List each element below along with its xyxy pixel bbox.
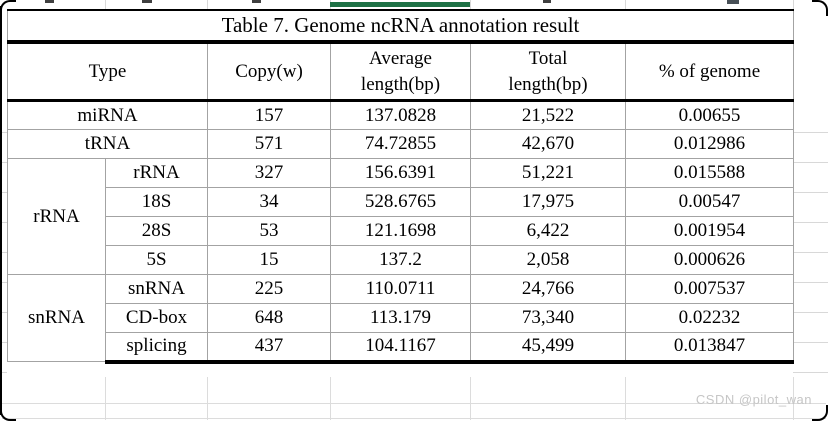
table-row: 28S 53 121.1698 6,422 0.001954 xyxy=(8,216,794,246)
cutoff-text-artifact xyxy=(727,0,739,4)
cell-avg: 137.2 xyxy=(330,245,471,275)
gridline-stub xyxy=(207,0,208,9)
cutoff-text-artifact xyxy=(142,0,152,3)
gridline-stub xyxy=(793,0,794,9)
table-row: splicing 437 104.1167 45,499 0.013847 xyxy=(8,332,794,364)
cell-pct: 0.013847 xyxy=(625,332,794,364)
cell-avg: 110.0711 xyxy=(330,274,471,304)
ncrna-annotation-table: Table 7. Genome ncRNA annotation result … xyxy=(7,9,794,364)
cell-pct: 0.02232 xyxy=(625,303,794,333)
rounded-corner-bottom-right xyxy=(812,405,828,421)
cell-copy: 53 xyxy=(207,216,331,246)
cell-type: CD-box xyxy=(105,303,208,333)
cell-copy: 157 xyxy=(207,100,331,130)
cell-total: 42,670 xyxy=(470,129,626,159)
header-line: Average xyxy=(369,47,432,69)
cell-type: snRNA xyxy=(105,274,208,304)
cell-pct: 0.00547 xyxy=(625,187,794,217)
gridline-stub xyxy=(105,0,106,9)
cell-total: 2,058 xyxy=(470,245,626,275)
rounded-corner-top-left xyxy=(0,0,16,16)
cell-copy: 437 xyxy=(207,332,331,364)
cutoff-text-artifact xyxy=(543,0,551,3)
group-label-snrna: snRNA xyxy=(7,274,106,362)
cell-pct: 0.015588 xyxy=(625,158,794,188)
sheet-gridline-horizontal xyxy=(2,418,826,419)
green-accent-bar xyxy=(330,2,470,7)
table-title-row: Table 7. Genome ncRNA annotation result xyxy=(7,9,794,44)
gridline-stub xyxy=(625,0,626,9)
table-row: 18S 34 528.6765 17,975 0.00547 xyxy=(8,187,794,217)
rounded-corner-top-right xyxy=(812,0,828,16)
window-edge-left xyxy=(0,6,2,415)
col-header-total-length: Total length(bp) xyxy=(470,41,626,102)
header-line: Total xyxy=(528,47,568,69)
sheet-gridline-horizontal xyxy=(2,403,826,404)
cutoff-text-artifact xyxy=(45,0,54,3)
cell-avg: 74.72855 xyxy=(330,129,471,159)
cell-type: splicing xyxy=(105,332,208,364)
cell-pct: 0.007537 xyxy=(625,274,794,304)
cell-type: 28S xyxy=(105,216,208,246)
gridline-stub xyxy=(470,0,471,9)
row-gridline-stubs-right xyxy=(793,103,828,376)
csdn-watermark: CSDN @pilot_wan xyxy=(695,392,812,407)
cell-type: 5S xyxy=(105,245,208,275)
sheet-gridline-vertical xyxy=(793,377,794,420)
cell-avg: 156.6391 xyxy=(330,158,471,188)
cell-copy: 15 xyxy=(207,245,331,275)
table-row: miRNA 157 137.0828 21,522 0.00655 xyxy=(7,100,794,130)
cell-type: rRNA xyxy=(105,158,208,188)
cell-copy: 225 xyxy=(207,274,331,304)
cell-copy: 34 xyxy=(207,187,331,217)
cell-total: 24,766 xyxy=(470,274,626,304)
header-line: length(bp) xyxy=(508,73,588,95)
cell-avg: 137.0828 xyxy=(330,100,471,130)
col-header-average-length: Average length(bp) xyxy=(330,41,471,102)
cell-total: 73,340 xyxy=(470,303,626,333)
cell-total: 45,499 xyxy=(470,332,626,364)
sheet-gridline-vertical xyxy=(625,377,626,420)
sheet-gridline-vertical xyxy=(470,377,471,420)
cell-avg: 113.179 xyxy=(330,303,471,333)
table-row: tRNA 571 74.72855 42,670 0.012986 xyxy=(7,129,794,159)
table-row: rRNA rRNA 327 156.6391 51,221 0.015588 xyxy=(7,158,794,275)
table-header-row: Type Copy(w) Average length(bp) Total le… xyxy=(7,41,794,102)
cell-total: 17,975 xyxy=(470,187,626,217)
cutoff-text-artifact xyxy=(252,0,261,3)
cell-pct: 0.012986 xyxy=(625,129,794,159)
cell-copy: 571 xyxy=(207,129,331,159)
cell-avg: 528.6765 xyxy=(330,187,471,217)
col-header-copy: Copy(w) xyxy=(207,41,331,102)
cell-avg: 121.1698 xyxy=(330,216,471,246)
table-row: snRNA snRNA 225 110.0711 24,766 0.007537 xyxy=(7,274,794,362)
table-row: 5S 15 137.2 2,058 0.000626 xyxy=(8,245,794,275)
cell-pct: 0.001954 xyxy=(625,216,794,246)
cell-type: tRNA xyxy=(7,129,208,159)
cell-copy: 648 xyxy=(207,303,331,333)
group-label-rrna: rRNA xyxy=(7,158,106,275)
cell-total: 21,522 xyxy=(470,100,626,130)
col-header-percent-genome: % of genome xyxy=(625,41,794,102)
cell-type: 18S xyxy=(105,187,208,217)
header-line: length(bp) xyxy=(360,73,441,95)
cell-type: miRNA xyxy=(7,100,208,130)
cell-pct: 0.000626 xyxy=(625,245,794,275)
rounded-corner-bottom-left xyxy=(0,405,16,421)
table-row: CD-box 648 113.179 73,340 0.02232 xyxy=(8,303,794,333)
cell-total: 6,422 xyxy=(470,216,626,246)
row-gridline-stubs-left xyxy=(0,103,7,376)
cell-pct: 0.00655 xyxy=(625,100,794,130)
sheet-gridline-vertical xyxy=(207,377,208,420)
cell-avg: 104.1167 xyxy=(330,332,471,364)
cell-copy: 327 xyxy=(207,158,331,188)
sheet-gridline-vertical xyxy=(330,377,331,420)
cell-total: 51,221 xyxy=(470,158,626,188)
col-header-type: Type xyxy=(7,41,208,102)
table-title: Table 7. Genome ncRNA annotation result xyxy=(7,9,794,44)
sheet-gridline-vertical xyxy=(105,377,106,420)
